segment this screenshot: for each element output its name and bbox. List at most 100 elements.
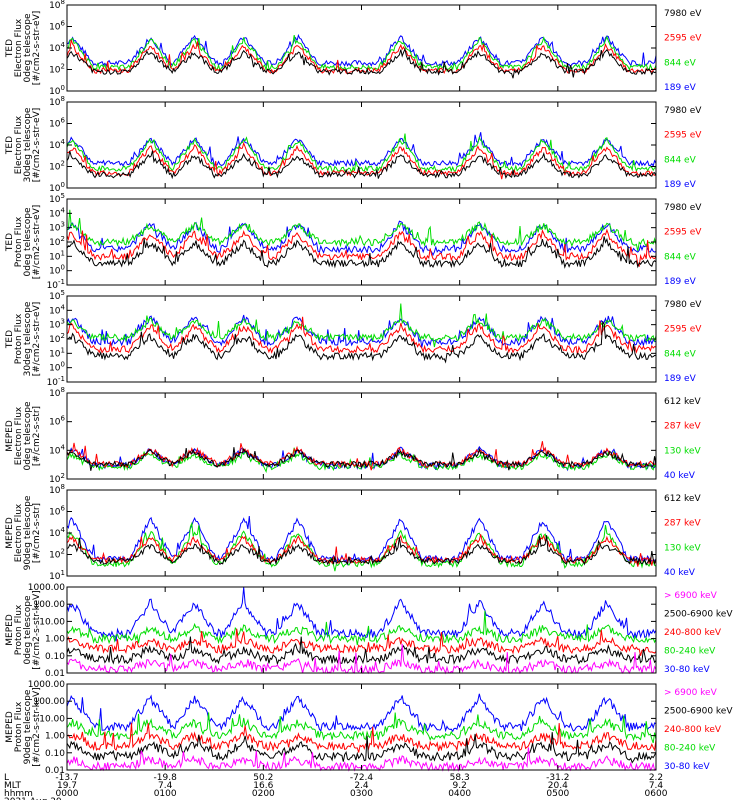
series-line-7-5 (66, 587, 657, 642)
series-line-4-2 (66, 316, 657, 355)
series-line-6-1 (66, 535, 657, 566)
y-axis-label: TED (5, 136, 15, 155)
y-tick-label: 104 (49, 443, 65, 456)
x-tick-label: 20.4 (548, 781, 568, 791)
y-axis-label: 0deg telescope (23, 207, 33, 277)
x-tick-label: 0600 (645, 789, 668, 799)
y-axis-label: 30deg telescope (23, 107, 33, 182)
y-tick-label: 0.10 (45, 652, 65, 662)
y-tick-label: 102 (49, 332, 65, 345)
y-tick-label: 104 (49, 206, 65, 219)
legend-entry: 7980 eV (664, 203, 702, 213)
legend-entry: 844 eV (664, 252, 697, 262)
legend-entry: 7980 eV (664, 106, 702, 116)
series-line-7-3 (66, 628, 657, 656)
x-tick-label: -31.2 (546, 773, 569, 783)
y-axis-label: [#/cm2-s-str-eV] (32, 11, 42, 86)
y-axis-label: [#/cm2-s-str-keV] (32, 590, 42, 669)
y-tick-label: 101 (49, 569, 65, 582)
x-tick-label: 0200 (252, 789, 275, 799)
series-line-4-3 (66, 303, 657, 348)
x-row-label: L (4, 773, 9, 783)
series-line-6-2 (66, 534, 657, 567)
x-tick-label: -19.8 (154, 773, 178, 783)
y-axis-label: [#/cm2-s-str-keV] (32, 687, 42, 766)
legend-entry: 7980 eV (664, 9, 702, 19)
x-tick-label: 7.4 (158, 781, 173, 791)
date-label: 2021 Aug 20 (4, 797, 62, 800)
x-tick-label: 7.4 (649, 781, 664, 791)
y-tick-label: 101 (49, 346, 65, 359)
series-line-2-3 (66, 133, 656, 175)
y-axis-label: Proton Flux (14, 216, 24, 267)
y-axis-label: Electron Flux (14, 406, 24, 465)
y-tick-label: 1.00 (45, 635, 65, 645)
y-axis-label: [#/cm2-s-str-eV] (32, 108, 42, 183)
y-tick-label: 101 (49, 249, 65, 262)
y-tick-label: 1000.00 (28, 583, 65, 593)
y-axis-label: MEPED (5, 711, 15, 743)
series-line-1-3 (66, 35, 657, 72)
y-tick-label: 106 (49, 505, 65, 518)
x-tick-label: 0000 (56, 789, 79, 799)
series-line-4-1 (66, 320, 657, 364)
y-tick-label: 0.01 (45, 766, 65, 776)
x-tick-label: 0400 (448, 789, 471, 799)
legend-entry: 30-80 keV (664, 762, 710, 772)
series-line-4-4 (66, 314, 657, 348)
legend-entry: 30-80 keV (664, 665, 710, 675)
y-axis-label: Proton Flux (14, 701, 24, 752)
series-line-1-4 (66, 33, 657, 70)
legend-entry: 240-800 keV (664, 628, 722, 638)
legend-entry: 130 keV (664, 446, 701, 456)
x-tick-label: 58.3 (450, 773, 470, 783)
y-axis-label: Electron Flux (14, 18, 24, 77)
y-tick-label: 102 (49, 160, 65, 173)
y-axis-label: [#/cm2-s-str-eV] (32, 302, 42, 377)
legend-entry: 80-240 keV (664, 647, 716, 657)
y-axis-label: Proton Flux (14, 313, 24, 364)
y-axis-label: [#/cm2-s-str-eV] (32, 205, 42, 280)
x-tick-label: 9.2 (453, 781, 467, 791)
y-tick-label: 103 (49, 221, 65, 234)
series-line-8-5 (66, 693, 657, 733)
y-tick-label: 102 (49, 235, 65, 248)
x-tick-label: -72.4 (350, 773, 374, 783)
y-tick-label: 10.00 (39, 714, 65, 724)
series-line-8-2 (66, 732, 657, 764)
y-tick-label: 102 (49, 548, 65, 561)
series-line-7-2 (66, 636, 657, 666)
series-line-6-4 (66, 516, 657, 566)
series-line-8-3 (66, 722, 657, 753)
legend-entry: 612 keV (664, 397, 701, 407)
y-tick-label: 0.10 (45, 749, 65, 759)
x-tick-label: 50.2 (253, 773, 273, 783)
x-row-label: hhmm (4, 789, 33, 799)
legend-entry: 189 eV (664, 180, 697, 190)
legend-entry: 40 keV (664, 471, 696, 481)
legend-entry: 7980 eV (664, 300, 702, 310)
legend-entry: 40 keV (664, 568, 696, 578)
y-axis-label: 30deg telescope (23, 301, 33, 376)
legend-entry: 2500-6900 keV (664, 610, 733, 620)
y-tick-label: 100 (49, 361, 65, 374)
legend-entry: 2595 eV (664, 228, 702, 238)
legend-entry: 240-800 keV (664, 725, 722, 735)
series-line-3-3 (66, 209, 657, 252)
x-tick-label: 0300 (350, 789, 373, 799)
x-tick-label: 0500 (546, 789, 569, 799)
y-tick-label: 106 (49, 415, 65, 428)
legend-entry: 130 keV (664, 543, 701, 553)
y-axis-label: Electron Flux (14, 115, 24, 174)
y-axis-label: MEPED (5, 614, 15, 646)
y-axis-label: MEPED (5, 517, 15, 549)
y-tick-label: 100.00 (34, 600, 66, 610)
series-line-6-3 (66, 521, 657, 572)
legend-entry: 189 eV (664, 83, 697, 93)
y-tick-label: 0.01 (45, 669, 65, 679)
